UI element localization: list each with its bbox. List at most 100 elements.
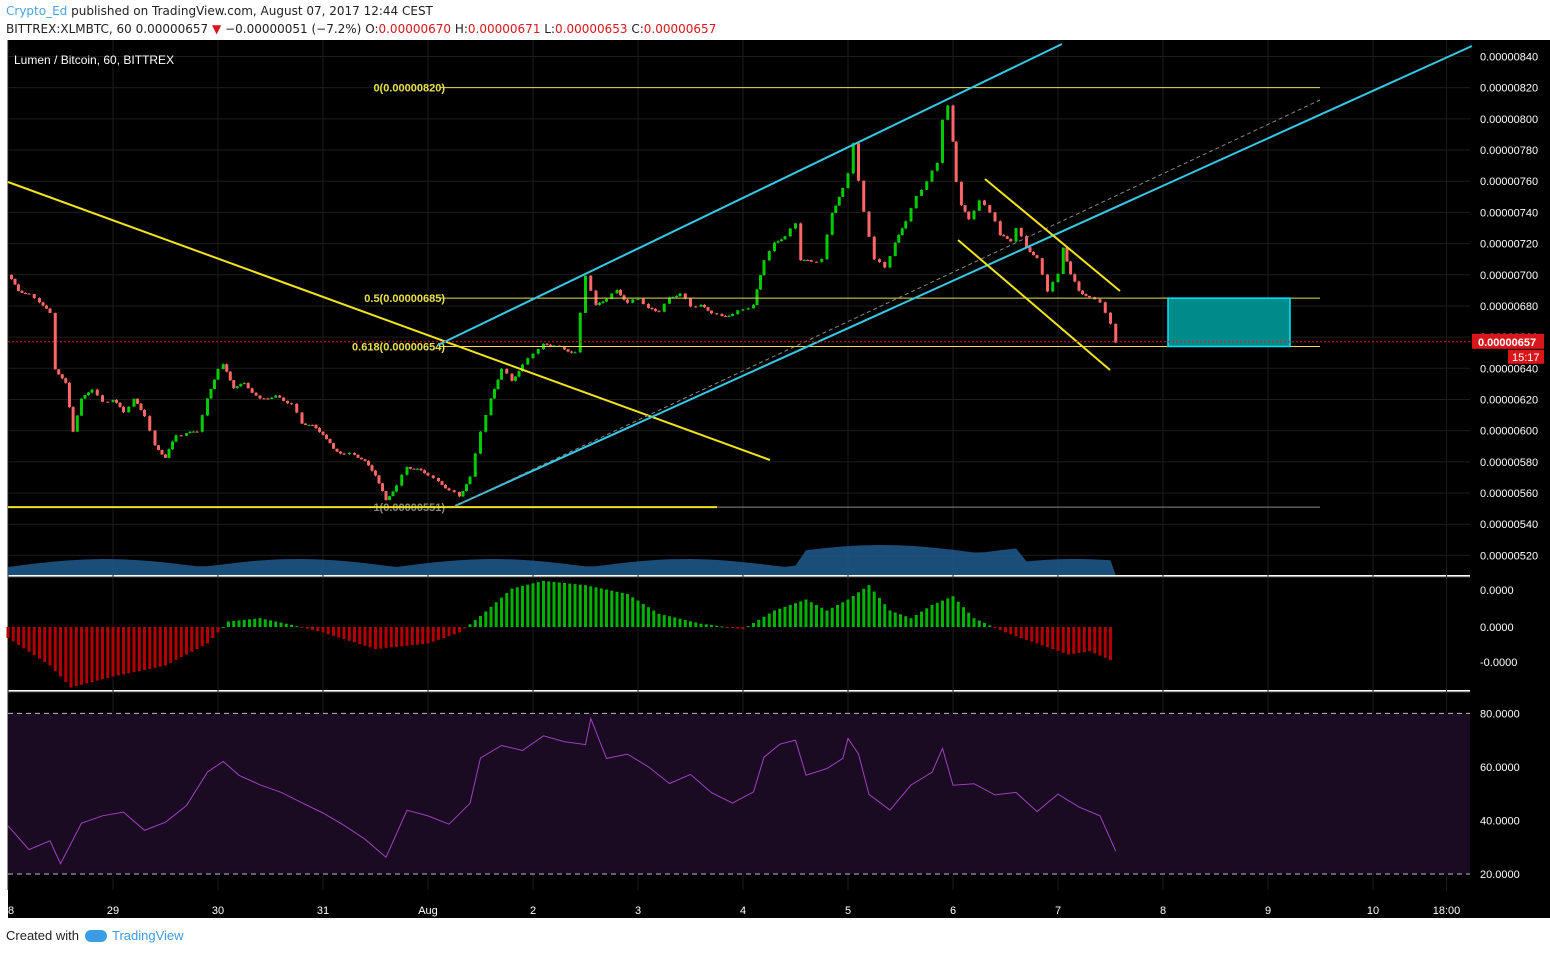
macd-bar bbox=[284, 623, 288, 627]
candle-body bbox=[95, 389, 99, 396]
candle-body bbox=[419, 468, 423, 471]
candle-body bbox=[262, 398, 266, 400]
y-tick-label: 0.00000520 bbox=[1480, 550, 1538, 562]
macd-bar bbox=[405, 627, 409, 646]
candle-body bbox=[857, 143, 860, 181]
macd-bar bbox=[431, 627, 435, 642]
macd-bar bbox=[379, 627, 383, 649]
macd-bar bbox=[452, 627, 456, 635]
candle-body bbox=[563, 346, 566, 350]
macd-bar bbox=[48, 627, 52, 666]
candle-body bbox=[1032, 251, 1035, 256]
macd-bar bbox=[106, 627, 110, 678]
macd-bar bbox=[998, 627, 1002, 631]
candle-body bbox=[500, 368, 503, 380]
macd-pane-bg bbox=[8, 577, 1470, 690]
candle-body bbox=[806, 260, 810, 262]
chart-area[interactable]: 28 29 30 31 Aug 2 3 4 5 6 7 8 9 10 18:00 0.00000840 0.00… bbox=[0, 40, 1550, 920]
author-link[interactable]: Crypto_Ed bbox=[6, 4, 68, 18]
macd-bar bbox=[804, 599, 808, 627]
candle-body bbox=[139, 403, 143, 411]
macd-bar bbox=[1051, 627, 1055, 649]
macd-bar bbox=[300, 627, 304, 628]
macd-bar bbox=[778, 608, 782, 627]
candle-body bbox=[106, 401, 110, 403]
falling-channel-upper bbox=[984, 178, 1121, 292]
candle-body bbox=[64, 378, 68, 383]
candle-body bbox=[57, 369, 61, 375]
macd-bar bbox=[374, 627, 377, 649]
candle-body bbox=[622, 295, 626, 300]
macd-bar bbox=[211, 627, 215, 638]
candle-body bbox=[1084, 294, 1088, 296]
y-tick-label: 0.00000780 bbox=[1480, 145, 1538, 157]
candle-body bbox=[10, 274, 13, 279]
candle-body bbox=[703, 304, 706, 308]
candle-body bbox=[282, 397, 286, 401]
x-tick-label: 4 bbox=[740, 905, 746, 917]
macd-bar bbox=[1103, 627, 1107, 658]
ohlc-line: BITTREX:XLMBTC, 60 0.00000657 ▼ −0.00000… bbox=[6, 22, 716, 36]
channel-lower-line bbox=[454, 45, 1473, 507]
candle-body bbox=[209, 388, 213, 399]
candle-body bbox=[636, 298, 640, 300]
candle-body bbox=[909, 208, 913, 222]
candle-body bbox=[675, 296, 678, 298]
candle-body bbox=[930, 170, 934, 182]
candle-body bbox=[897, 234, 901, 243]
candle-body bbox=[1056, 273, 1060, 283]
candle-body bbox=[444, 484, 447, 489]
macd-bar bbox=[783, 606, 787, 627]
macd-bar bbox=[914, 614, 918, 627]
macd-bar bbox=[841, 602, 845, 627]
candle-body bbox=[809, 260, 813, 262]
candle-body bbox=[295, 403, 299, 413]
tradingview-logo[interactable]: TradingView bbox=[84, 928, 184, 943]
candle-body bbox=[363, 459, 367, 461]
macd-bar bbox=[699, 623, 703, 627]
price-chart-svg[interactable]: 28 29 30 31 Aug 2 3 4 5 6 7 8 9 10 18:00 0.00000840 0.00… bbox=[0, 40, 1550, 920]
low-label: L: bbox=[544, 22, 556, 36]
candle-body bbox=[1088, 295, 1091, 298]
candle-body bbox=[266, 398, 270, 400]
macd-bar bbox=[599, 588, 603, 627]
candle-body bbox=[654, 308, 657, 311]
macd-bar bbox=[363, 627, 367, 646]
macd-bar bbox=[542, 580, 545, 627]
rsi-tick-label: 80.0000 bbox=[1480, 708, 1520, 720]
candle-body bbox=[405, 466, 409, 475]
candle-body bbox=[250, 388, 254, 393]
close-value: 0.00000657 bbox=[643, 22, 717, 36]
macd-bar bbox=[305, 627, 309, 629]
candle-body bbox=[834, 205, 838, 214]
candle-body bbox=[720, 314, 724, 317]
macd-bar bbox=[893, 612, 897, 627]
candle-body bbox=[423, 470, 426, 474]
macd-bar bbox=[342, 627, 346, 640]
candle-body bbox=[689, 298, 692, 307]
candle-body bbox=[783, 236, 787, 240]
candle-body bbox=[545, 343, 549, 345]
macd-bar bbox=[857, 592, 860, 627]
change-arrow-icon: ▼ bbox=[212, 22, 222, 36]
candle-body bbox=[465, 484, 468, 492]
candle-body bbox=[578, 312, 582, 353]
candle-body bbox=[468, 476, 472, 485]
macd-bar bbox=[116, 627, 120, 676]
candle-body bbox=[13, 278, 17, 285]
y-tick-label: 0.00000580 bbox=[1480, 457, 1538, 469]
x-tick-label: Aug bbox=[418, 905, 438, 917]
macd-bar bbox=[741, 627, 745, 630]
macd-bar bbox=[909, 618, 913, 627]
macd-bar bbox=[704, 624, 708, 627]
macd-bar bbox=[678, 618, 682, 627]
macd-bar bbox=[32, 627, 36, 656]
macd-bar bbox=[458, 627, 461, 633]
candle-body bbox=[526, 358, 530, 365]
y-tick-label: 0.00000820 bbox=[1480, 83, 1538, 95]
candle-body bbox=[1046, 274, 1049, 292]
rsi-line bbox=[7, 716, 1117, 865]
candle-body bbox=[489, 398, 493, 416]
candle-body bbox=[122, 406, 125, 413]
channel-mid-line bbox=[454, 99, 1321, 507]
